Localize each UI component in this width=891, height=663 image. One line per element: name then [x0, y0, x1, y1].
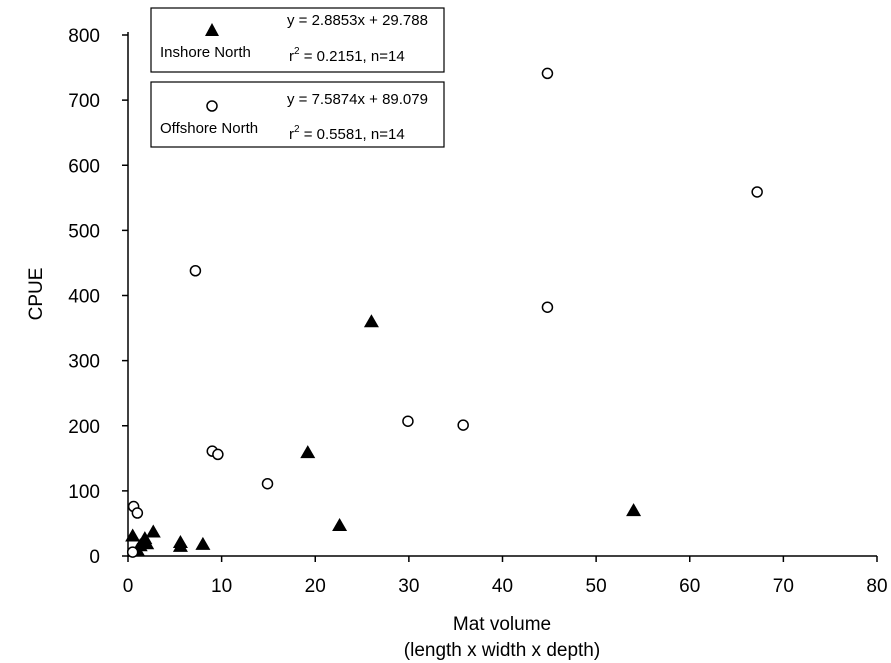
x-axis-title-line1: Mat volume	[453, 614, 551, 635]
offshore-point	[126, 546, 139, 558]
legend-offshore-equation: y = 7.5874x + 89.079	[287, 91, 428, 108]
x-tick-label: 10	[211, 576, 232, 597]
x-tick-label: 50	[586, 576, 607, 597]
data-points	[125, 67, 763, 558]
inshore-point	[300, 445, 316, 459]
inshore-point	[145, 524, 161, 538]
y-axis-title: CPUE	[26, 268, 47, 321]
inshore-point	[195, 536, 211, 550]
y-tick-label: 300	[68, 352, 100, 373]
y-tick-label: 200	[68, 417, 100, 438]
x-tick-label: 70	[773, 576, 794, 597]
x-axis-title-line2: (length x width x depth)	[404, 640, 600, 661]
inshore-point	[332, 518, 348, 532]
legend-offshore-r2: r2 = 0.5581, n=14	[289, 124, 405, 143]
legend-circle-icon	[206, 100, 218, 112]
offshore-point	[261, 477, 274, 490]
y-tick-label: 700	[68, 91, 100, 112]
legend-offshore-name: Offshore North	[160, 120, 258, 137]
offshore-point	[457, 419, 469, 431]
inshore-point	[125, 528, 141, 542]
offshore-point	[751, 186, 763, 198]
offshore-point	[541, 67, 554, 80]
legend-inshore-equation: y = 2.8853x + 29.788	[287, 12, 428, 29]
legend-inshore: Inshore North y = 2.8853x + 29.788 r2 = …	[150, 7, 445, 73]
legend-box-offshore	[150, 81, 445, 148]
y-tick-label: 400	[68, 287, 100, 308]
offshore-point	[212, 448, 224, 461]
inshore-point	[626, 503, 642, 517]
legend-inshore-name: Inshore North	[160, 44, 251, 61]
offshore-point	[402, 415, 414, 427]
legend-inshore-r2: r2 = 0.2151, n=14	[289, 46, 405, 65]
x-tick-label: 60	[679, 576, 700, 597]
legend-box-inshore	[150, 7, 445, 73]
x-tick-label: 80	[866, 576, 887, 597]
offshore-point	[189, 265, 202, 277]
x-tick-label: 30	[398, 576, 419, 597]
inshore-point	[172, 534, 188, 548]
inshore-point	[139, 536, 155, 550]
y-tick-label: 100	[68, 482, 100, 503]
x-tick-label: 0	[123, 576, 134, 597]
offshore-point	[541, 301, 554, 313]
offshore-point	[131, 507, 144, 519]
x-tick-label: 40	[492, 576, 513, 597]
y-tick-label: 500	[68, 221, 100, 242]
y-tick-label: 600	[68, 156, 100, 177]
y-tick-label: 800	[68, 26, 100, 47]
y-tick-label: 0	[89, 547, 100, 568]
inshore-point	[363, 314, 379, 328]
legend-triangle-icon	[205, 23, 219, 36]
x-ticks: 0 10 20 30 40 50 60 70 80	[123, 556, 888, 597]
legend-offshore: Offshore North y = 7.5874x + 89.079 r2 =…	[150, 81, 445, 148]
x-tick-label: 20	[305, 576, 326, 597]
y-ticks: 0 100 200 300 400 500 600 700 800	[68, 26, 128, 568]
